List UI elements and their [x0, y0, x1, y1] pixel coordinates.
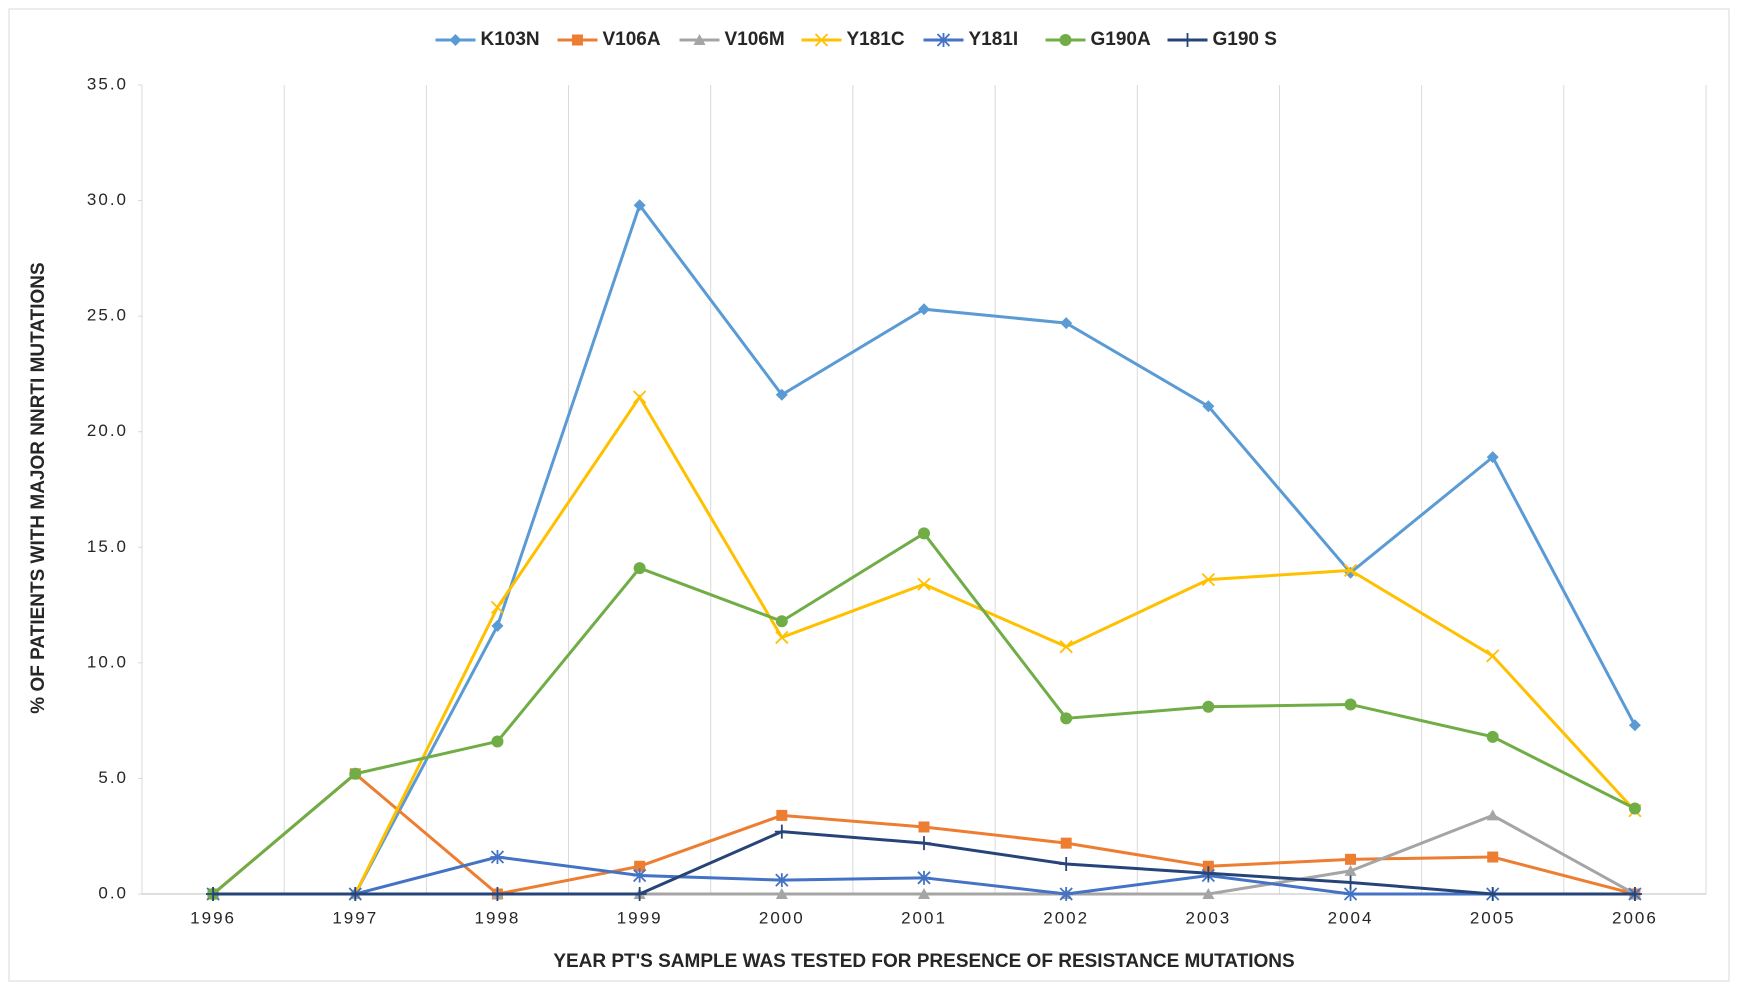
- x-tick-label: 1996: [190, 908, 236, 927]
- x-tick-label: 2003: [1185, 908, 1231, 927]
- legend-text: Y181C: [847, 29, 905, 50]
- x-axis-title: YEAR PT'S SAMPLE WAS TESTED FOR PRESENCE…: [553, 951, 1294, 972]
- marker: [1202, 400, 1215, 413]
- marker: [1059, 34, 1072, 46]
- x-tick-label: 2005: [1470, 908, 1516, 927]
- y-axis-title: % OF PATIENTS WITH MAJOR NNRTI MUTATIONS: [28, 262, 49, 713]
- marker: [1485, 887, 1500, 901]
- marker: [1487, 851, 1499, 863]
- legend-text: Y181I: [969, 29, 1019, 50]
- marker: [1201, 866, 1216, 881]
- marker: [918, 888, 930, 899]
- marker: [490, 850, 505, 865]
- x-tick-label: 2002: [1043, 908, 1089, 927]
- marker: [634, 860, 646, 872]
- x-tick-label: 1999: [617, 908, 663, 927]
- x-tick-label: 2000: [759, 908, 805, 927]
- marker: [814, 33, 829, 47]
- marker: [918, 303, 930, 316]
- marker: [632, 868, 647, 883]
- marker: [918, 821, 930, 833]
- marker: [348, 887, 363, 901]
- marker: [1059, 640, 1073, 654]
- legend-text: G190A: [1091, 29, 1151, 50]
- marker: [1628, 802, 1641, 815]
- y-tick-label: 30.0: [87, 190, 128, 209]
- x-tick-label: 1997: [332, 908, 378, 927]
- legend-item: V106A: [557, 29, 661, 50]
- marker: [774, 873, 789, 888]
- legend-item: G190 S: [1167, 29, 1277, 50]
- marker: [1201, 573, 1215, 587]
- x-tick-label: 2001: [901, 908, 947, 927]
- marker: [633, 199, 646, 212]
- legend-text: V106M: [725, 29, 785, 50]
- y-tick-label: 15.0: [87, 537, 128, 556]
- marker: [1060, 712, 1073, 725]
- marker: [1486, 730, 1499, 743]
- y-tick-label: 0.0: [98, 883, 128, 902]
- marker: [206, 887, 221, 901]
- marker: [449, 34, 462, 46]
- marker: [491, 735, 504, 748]
- y-tick-label: 25.0: [87, 306, 128, 325]
- legend-item: K103N: [435, 29, 540, 50]
- marker: [490, 600, 505, 615]
- marker: [1486, 809, 1499, 821]
- x-tick-label: 1998: [475, 908, 521, 927]
- marker: [1343, 875, 1358, 890]
- x-tick-label: 2004: [1328, 908, 1374, 927]
- marker: [1486, 451, 1499, 464]
- marker: [775, 630, 789, 645]
- marker: [1202, 888, 1215, 899]
- marker: [1486, 649, 1500, 663]
- marker: [633, 562, 646, 575]
- y-tick-label: 20.0: [87, 421, 128, 440]
- legend-text: G190 S: [1213, 29, 1277, 50]
- marker: [1344, 864, 1357, 876]
- marker: [349, 767, 362, 780]
- marker: [1627, 887, 1642, 901]
- chart-border: [8, 8, 1730, 982]
- legend-item: G190A: [1045, 29, 1151, 50]
- marker: [1343, 887, 1358, 901]
- marker: [918, 527, 930, 540]
- marker: [1059, 856, 1074, 871]
- marker: [693, 34, 706, 45]
- y-tick-label: 35.0: [87, 74, 128, 93]
- marker: [1628, 719, 1641, 732]
- marker: [775, 615, 788, 628]
- marker: [917, 577, 931, 591]
- marker: [1202, 700, 1215, 713]
- legend-item: Y181C: [801, 29, 905, 50]
- x-tick-label: 2006: [1612, 908, 1658, 927]
- marker: [491, 619, 504, 632]
- marker: [775, 388, 788, 401]
- marker: [936, 33, 951, 47]
- marker: [774, 824, 789, 839]
- marker: [490, 887, 505, 901]
- marker: [776, 809, 788, 821]
- marker: [917, 870, 931, 885]
- marker: [632, 887, 647, 901]
- legend-item: Y181I: [923, 29, 1019, 50]
- legend-item: V106M: [679, 29, 785, 50]
- marker: [1060, 317, 1073, 330]
- y-tick-label: 5.0: [98, 768, 128, 787]
- marker: [1180, 33, 1195, 47]
- marker: [572, 34, 583, 46]
- marker: [775, 888, 788, 899]
- marker: [1345, 853, 1357, 865]
- marker: [1344, 698, 1357, 711]
- marker: [632, 390, 647, 404]
- marker: [917, 836, 931, 851]
- y-tick-label: 10.0: [87, 652, 128, 671]
- marker: [1343, 563, 1358, 578]
- marker: [1059, 887, 1074, 901]
- marker: [1060, 837, 1072, 849]
- legend-text: K103N: [481, 29, 540, 50]
- legend-text: V106A: [603, 29, 661, 50]
